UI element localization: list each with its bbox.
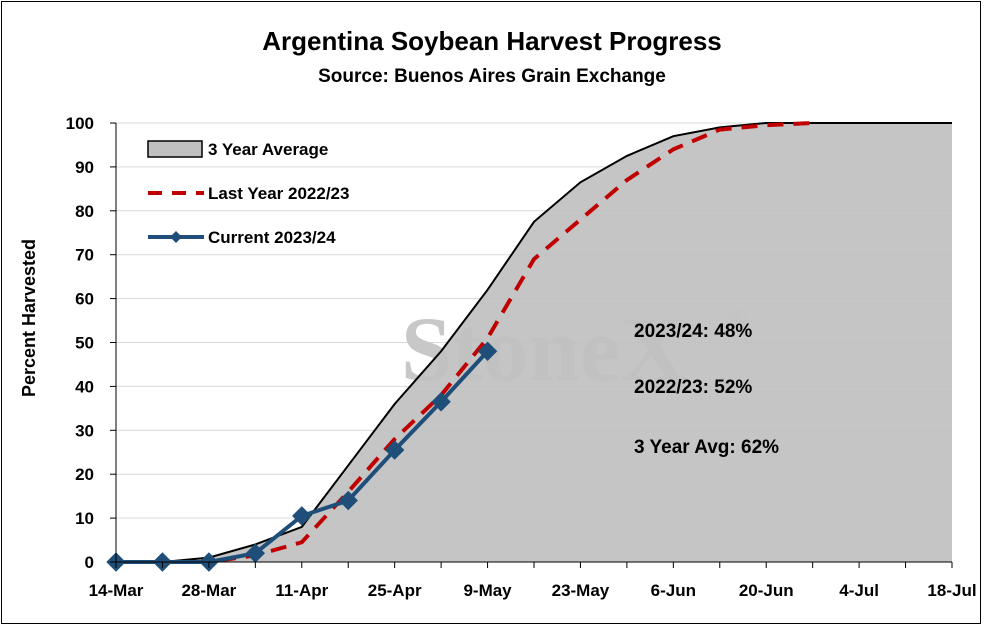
y-tick-label: 50 (75, 334, 94, 353)
annotation-label: 2023/24: 48% (634, 321, 752, 342)
legend-label: 3 Year Average (208, 140, 328, 159)
x-tick-label: 4-Jul (839, 581, 879, 600)
annotation-label: 3 Year Avg: 62% (634, 437, 779, 458)
annotation-label: 2022/23: 52% (634, 377, 752, 398)
x-tick-label: 9-May (463, 581, 512, 600)
x-tick-label: 14-Mar (89, 581, 144, 600)
series-current-marker (384, 440, 405, 460)
y-tick-label: 40 (75, 377, 94, 396)
y-tick-label: 10 (75, 509, 94, 528)
annotations: 2023/24: 48% 2022/23: 52% 3 Year Avg: 62% (634, 321, 779, 458)
y-tick-label: 30 (75, 421, 94, 440)
y-tick-label: 70 (75, 246, 94, 265)
y-tick-label: 80 (75, 202, 94, 221)
legend-label: Current 2023/24 (208, 228, 336, 247)
series-current-marker (338, 490, 358, 511)
x-tick-label: 11-Apr (275, 581, 328, 600)
x-tick-label: 23-May (552, 581, 610, 600)
y-tick-label: 100 (66, 114, 94, 133)
y-axis-label: Percent Harvested (19, 239, 39, 397)
x-tick-label: 18-Jul (927, 581, 976, 600)
series-3yr-avg-area (116, 123, 952, 562)
x-tick-label: 28-Mar (181, 581, 236, 600)
y-tick-label: 90 (75, 158, 94, 177)
y-tick-label: 60 (75, 290, 94, 309)
legend-swatch-current-marker (170, 231, 182, 243)
x-tick-label: 6-Jun (651, 581, 696, 600)
chart-title: Argentina Soybean Harvest Progress (262, 26, 722, 56)
axes: 0 10 20 30 40 50 60 70 80 90 100 14-Mar 28-Mar 11-Apr… (66, 114, 977, 600)
y-tick-label: 20 (75, 465, 94, 484)
y-tick-label: 0 (85, 553, 94, 572)
series-current-marker (431, 392, 451, 412)
x-tick-label: 20-Jun (739, 581, 794, 600)
series-current-marker (477, 341, 498, 361)
chart-subtitle: Source: Buenos Aires Grain Exchange (318, 66, 666, 87)
series-current-marker (292, 506, 312, 526)
x-tick-label: 25-Apr (368, 581, 422, 600)
legend: 3 Year Average Last Year 2022/23 Current 2… (147, 140, 349, 247)
legend-swatch-3yr-avg (147, 140, 203, 158)
legend-label: Last Year 2022/23 (208, 184, 349, 203)
